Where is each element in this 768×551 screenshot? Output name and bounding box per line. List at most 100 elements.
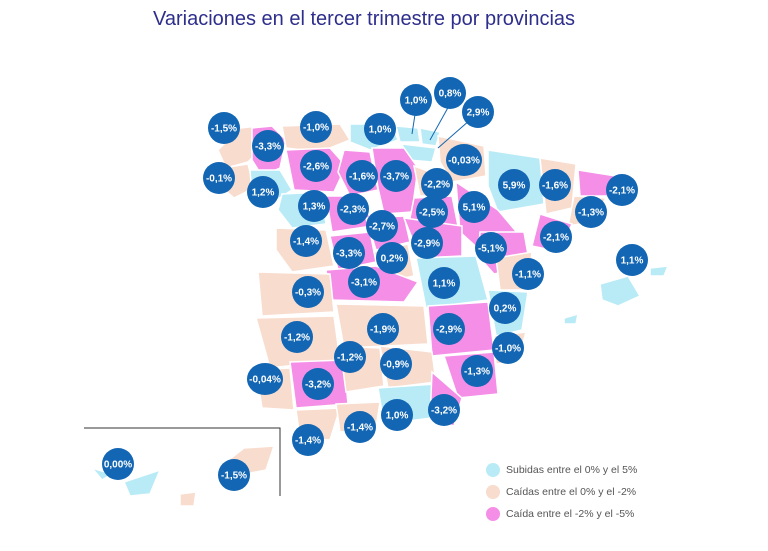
value-badge: -0,1%	[203, 162, 235, 194]
value-badge-bubble	[348, 266, 380, 298]
value-badge-label: -3,7%	[383, 172, 409, 183]
province-baleares-menorca-shape	[649, 265, 670, 277]
value-badge-label: 1,1%	[433, 279, 456, 290]
value-badge-bubble	[292, 276, 324, 308]
value-badge: 5,1%	[458, 191, 490, 223]
value-badge-bubble	[539, 169, 571, 201]
value-badge-bubble	[380, 348, 412, 380]
value-badge-label: -1,0%	[303, 123, 329, 134]
value-badge-label: -1,5%	[221, 471, 247, 482]
value-badge-label: -1,9%	[370, 325, 396, 336]
value-badge-label: -2,7%	[369, 222, 395, 233]
value-badge-bubble	[446, 144, 482, 176]
value-badge-label: -0,04%	[249, 375, 281, 386]
value-badge-bubble	[400, 84, 432, 116]
province-baleares-mallorca-shape	[599, 275, 642, 307]
legend-label-small-fall: Caídas entre el 0% y el -2%	[506, 486, 637, 498]
value-badge-label: -0,3%	[295, 288, 321, 299]
value-badge-bubble	[292, 424, 324, 456]
province-guipuzcoa-shape	[419, 127, 441, 147]
value-badge-label: 0,2%	[381, 254, 404, 265]
value-badge-bubble	[421, 168, 453, 200]
value-badge-label: -1,5%	[211, 124, 237, 135]
value-badge: 1,3%	[298, 190, 330, 222]
value-badge: -5,1%	[475, 232, 507, 264]
value-badge-bubble	[367, 313, 399, 345]
value-badge: -1,6%	[539, 169, 571, 201]
value-badge: -2,1%	[540, 221, 572, 253]
value-badge-label: -1,4%	[295, 436, 321, 447]
legend-item-rise: Subidas entre el 0% y el 5%	[486, 459, 637, 481]
value-badge: 0,00%	[102, 448, 134, 480]
value-badge: -1,5%	[218, 459, 250, 491]
value-badge-bubble	[434, 77, 466, 109]
value-badge-label: -2,9%	[414, 239, 440, 250]
value-badge-label: -2,2%	[424, 180, 450, 191]
value-badge-bubble	[462, 96, 494, 128]
value-badge-bubble	[381, 399, 413, 431]
value-badge-bubble	[203, 162, 235, 194]
value-badge-label: 1,3%	[303, 202, 326, 213]
value-badge-label: -1,6%	[542, 181, 568, 192]
value-badge: -3,1%	[348, 266, 380, 298]
value-badge: -1,4%	[290, 225, 322, 257]
value-badge: -1,3%	[461, 355, 493, 387]
value-badge-label: -3,3%	[336, 249, 362, 260]
value-badge-bubble	[344, 411, 376, 443]
value-badge-bubble	[300, 150, 332, 182]
canary-islands-inset-frame	[84, 427, 281, 496]
value-badge: -2,9%	[433, 313, 465, 345]
province-value-badges: -1,5% -3,3% -1,0% 1,0% 1,0% 0,8% 2,9% -0,1% 1,2%…	[102, 77, 648, 491]
value-badge-label: 1,0%	[369, 125, 392, 136]
value-badge-bubble	[606, 174, 638, 206]
value-badge: -1,5%	[208, 112, 240, 144]
value-badge-bubble	[281, 321, 313, 353]
value-badge: 1,0%	[400, 84, 432, 116]
value-badge-bubble	[512, 258, 544, 290]
value-badge-label: -1,3%	[464, 367, 490, 378]
value-badge-label: -0,1%	[206, 174, 232, 185]
value-badge-label: -1,3%	[578, 208, 604, 219]
value-badge-bubble	[334, 341, 366, 373]
value-badge-label: 1,2%	[252, 188, 275, 199]
value-badge: 1,2%	[247, 176, 279, 208]
value-badge-bubble	[102, 448, 134, 480]
value-badge-label: -1,2%	[284, 333, 310, 344]
value-badge-label: -3,1%	[351, 278, 377, 289]
value-badge-label: 2,9%	[467, 108, 490, 119]
value-badge-label: 1,1%	[621, 256, 644, 267]
value-badge: -3,2%	[302, 368, 334, 400]
value-badge-bubble	[298, 190, 330, 222]
value-badge: -0,9%	[380, 348, 412, 380]
value-badge-bubble	[428, 267, 460, 299]
legend-item-big-fall: Caída entre el -2% y el -5%	[486, 503, 637, 525]
legend-swatch-big-fall	[486, 507, 500, 521]
province-baleares-ibiza-shape	[563, 312, 579, 325]
value-badge-bubble	[575, 196, 607, 228]
value-badge-label: -1,2%	[337, 353, 363, 364]
value-badge-bubble	[333, 237, 365, 269]
value-badge-label: 1,0%	[386, 411, 409, 422]
value-badge-bubble	[492, 332, 524, 364]
value-badge-bubble	[346, 160, 378, 192]
value-badge-bubble	[380, 160, 412, 192]
value-badge: -1,2%	[281, 321, 313, 353]
value-badge-label: -3,3%	[255, 142, 281, 153]
value-badge: 5,9%	[498, 169, 530, 201]
value-badge-label: -1,4%	[347, 423, 373, 434]
value-badge-bubble	[247, 176, 279, 208]
value-badge: -1,6%	[346, 160, 378, 192]
value-badge-label: -1,0%	[495, 344, 521, 355]
value-badge: 2,9%	[462, 96, 494, 128]
map-legend: Subidas entre el 0% y el 5% Caídas entre…	[486, 459, 637, 525]
value-badge-bubble	[252, 130, 284, 162]
legend-label-rise: Subidas entre el 0% y el 5%	[506, 464, 638, 476]
value-badge-bubble	[458, 191, 490, 223]
value-badge-bubble	[337, 193, 369, 225]
value-badge-bubble	[218, 459, 250, 491]
value-badge: -1,0%	[492, 332, 524, 364]
value-badge-bubble	[247, 363, 283, 395]
value-badge-bubble	[416, 196, 448, 228]
value-badge: -1,4%	[292, 424, 324, 456]
